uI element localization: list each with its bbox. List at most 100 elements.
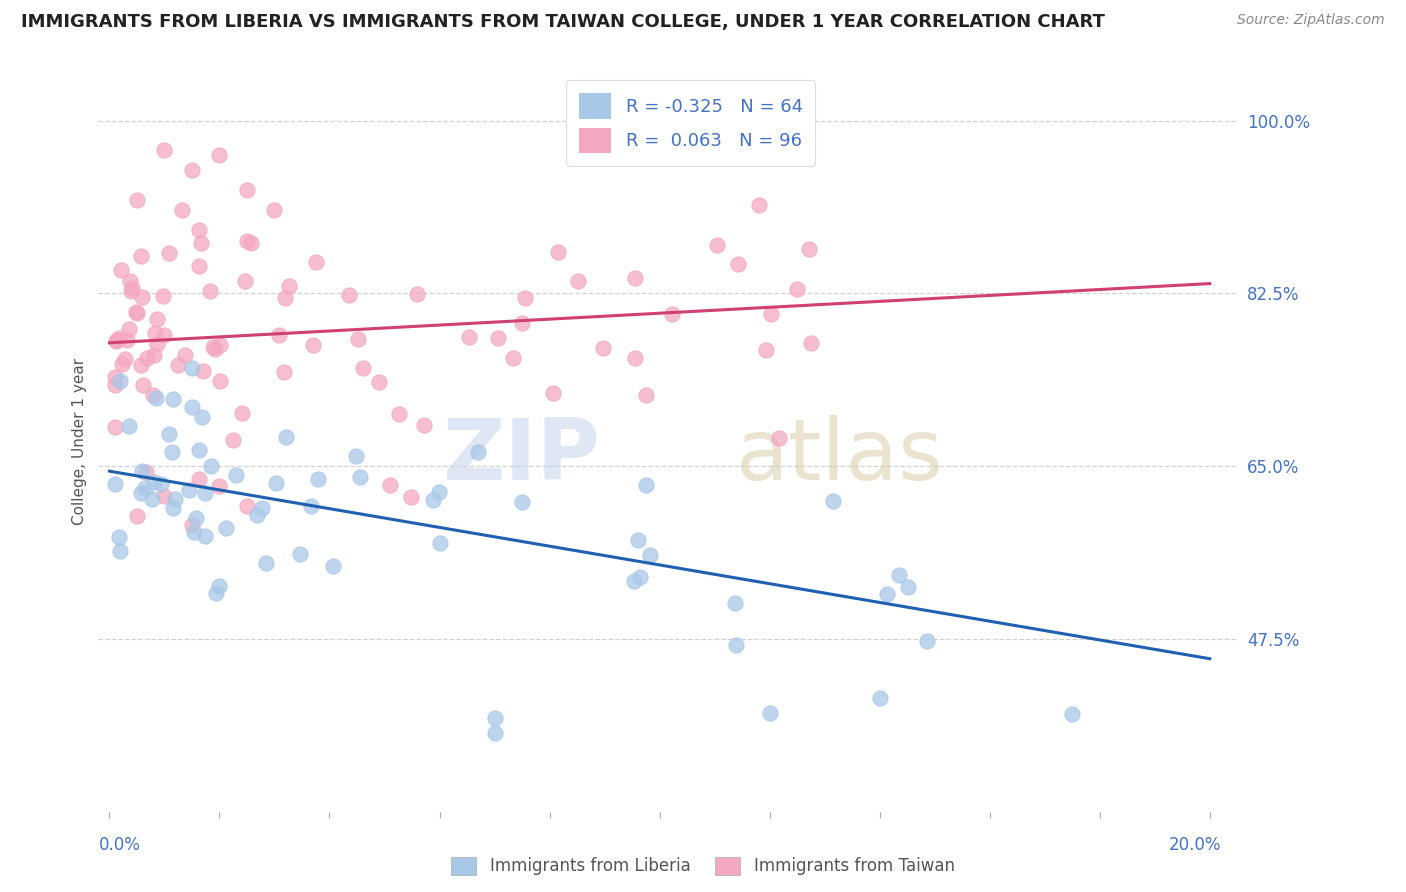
Point [299,499,322,513]
Point [131,290,153,304]
Point [105,333,128,347]
Point [759,307,782,321]
Point [110,263,132,277]
Point [202,340,225,354]
Point [661,306,683,320]
Point [887,568,910,582]
Point [160,445,183,459]
Point [188,472,211,486]
Point [486,331,509,345]
Text: ZIP: ZIP [441,415,599,498]
Point [142,348,165,362]
Legend: R = -0.325   N = 64, R =  0.063   N = 96: R = -0.325 N = 64, R = 0.063 N = 96 [567,80,815,166]
Point [406,286,429,301]
Point [194,486,217,500]
Point [174,348,197,362]
Point [274,292,297,306]
Point [131,464,153,478]
Point [114,351,136,366]
Point [231,406,253,420]
Point [153,144,176,158]
Point [254,556,277,570]
Point [457,330,479,344]
Point [236,183,259,197]
Point [915,634,938,648]
Point [627,533,650,547]
Text: Source: ZipAtlas.com: Source: ZipAtlas.com [1237,13,1385,28]
Point [800,336,823,351]
Point [755,343,778,357]
Point [623,574,645,588]
Point [191,364,214,378]
Point [628,570,651,584]
Point [115,333,138,347]
Point [276,429,298,443]
Point [198,284,221,298]
Point [225,467,247,482]
Point [352,361,374,376]
Point [150,477,173,491]
Point [264,476,287,491]
Point [110,544,132,558]
Point [277,278,299,293]
Point [290,547,312,561]
Point [267,328,290,343]
Point [322,559,344,574]
Point [725,638,748,652]
Point [108,331,131,345]
Point [484,725,506,739]
Point [797,242,820,256]
Point [727,257,749,271]
Point [636,478,658,492]
Point [304,255,326,269]
Point [636,388,658,402]
Point [208,579,231,593]
Point [181,518,204,533]
Point [104,476,127,491]
Point [344,449,367,463]
Point [250,500,273,515]
Point [177,483,200,497]
Point [706,237,728,252]
Point [638,548,661,562]
Point [188,223,211,237]
Point [758,706,780,720]
Point [181,400,204,414]
Point [118,419,141,434]
Point [132,377,155,392]
Point [786,281,808,295]
Point [142,475,165,489]
Point [208,148,231,162]
Point [233,274,256,288]
Point [162,392,184,406]
Text: 0.0%: 0.0% [98,837,141,855]
Point [273,365,295,379]
Point [191,409,214,424]
Point [157,427,180,442]
Legend: Immigrants from Liberia, Immigrants from Taiwan: Immigrants from Liberia, Immigrants from… [443,848,963,884]
Point [510,316,533,330]
Point [1062,706,1084,721]
Point [399,490,422,504]
Point [236,234,259,248]
Point [129,485,152,500]
Point [897,580,920,594]
Point [187,259,209,273]
Point [388,407,411,421]
Text: IMMIGRANTS FROM LIBERIA VS IMMIGRANTS FROM TAIWAN COLLEGE, UNDER 1 YEAR CORRELAT: IMMIGRANTS FROM LIBERIA VS IMMIGRANTS FR… [21,13,1105,31]
Point [208,374,231,388]
Point [869,691,891,706]
Point [422,492,444,507]
Point [143,326,166,341]
Point [190,235,212,250]
Point [567,274,589,288]
Point [347,332,370,346]
Point [181,360,204,375]
Point [484,711,506,725]
Point [136,351,159,365]
Point [120,284,142,298]
Point [187,443,209,458]
Point [204,343,226,357]
Point [162,500,184,515]
Point [131,249,153,263]
